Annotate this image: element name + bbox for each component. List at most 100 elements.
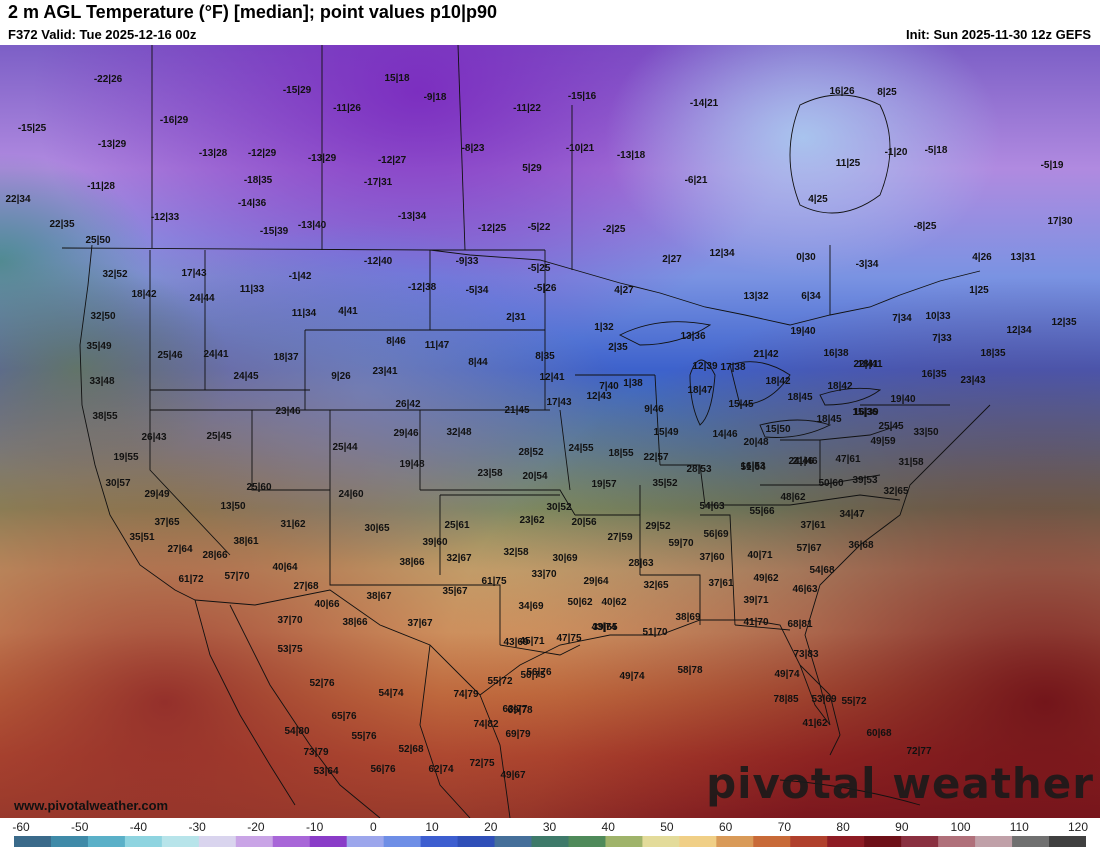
point-value-label: -9|33 — [456, 256, 479, 267]
point-value-label: 22|35 — [49, 219, 74, 230]
colorbar-swatch — [346, 836, 385, 847]
point-value-label: 21|46 — [792, 456, 817, 467]
point-value-label: 15|49 — [653, 427, 678, 438]
point-value-label: 12|35 — [1051, 317, 1076, 328]
point-value-label: 29|49 — [144, 489, 169, 500]
colorbar-swatch — [753, 836, 791, 847]
point-value-label: 32|65 — [883, 486, 908, 497]
point-value-label: 19|55 — [113, 452, 138, 463]
point-value-label: 12|34 — [709, 248, 734, 259]
point-value-label: 14|46 — [712, 429, 737, 440]
point-value-label: 32|65 — [643, 580, 668, 591]
point-value-label: 11|33 — [240, 284, 265, 295]
point-value-label: 32|52 — [102, 269, 127, 280]
point-value-label: 26|43 — [141, 432, 166, 443]
point-value-label: 43|74 — [591, 622, 616, 633]
point-value-label: -8|25 — [914, 221, 937, 232]
point-value-label: 18|37 — [273, 352, 298, 363]
colorbar-strip — [14, 836, 1086, 847]
point-value-label: 51|64 — [740, 462, 765, 473]
point-value-label: 34|69 — [518, 601, 543, 612]
colorbar-swatch — [605, 836, 644, 847]
point-value-label: 13|50 — [220, 501, 245, 512]
point-value-label: 1|25 — [969, 285, 989, 296]
point-value-label: 41|62 — [802, 718, 827, 729]
colorbar-swatch — [383, 836, 422, 847]
point-value-label: 61|75 — [481, 576, 506, 587]
point-value-label: 18|41 — [857, 359, 882, 370]
point-value-label: -5|25 — [528, 263, 551, 274]
point-value-label: 35|67 — [442, 586, 467, 597]
point-value-label: 72|75 — [469, 758, 494, 769]
point-value-label: 20|56 — [571, 517, 596, 528]
point-value-label: 11|34 — [292, 308, 317, 319]
point-value-label: 18|42 — [131, 289, 156, 300]
point-value-label: -9|18 — [424, 92, 447, 103]
point-value-label: -10|21 — [566, 143, 595, 154]
point-value-label: -13|28 — [199, 148, 228, 159]
point-value-label: 55|66 — [749, 506, 774, 517]
colorbar-swatch — [716, 836, 754, 847]
colorbar-swatch — [679, 836, 717, 847]
colorbar-swatch — [309, 836, 348, 847]
point-value-label: -11|28 — [87, 181, 115, 192]
colorbar-swatch — [420, 836, 459, 847]
point-value-label: 46|63 — [792, 584, 817, 595]
point-value-label: 16|26 — [829, 86, 854, 97]
point-value-label: 24|55 — [568, 443, 593, 454]
political-boundaries — [61, 45, 991, 818]
point-value-label: 13|36 — [680, 331, 705, 342]
point-value-label: 25|45 — [206, 431, 231, 442]
point-value-label: 15|50 — [765, 424, 790, 435]
point-value-label: 49|67 — [500, 770, 525, 781]
point-value-label: 25|45 — [878, 421, 903, 432]
point-value-label: 59|70 — [668, 538, 693, 549]
point-value-label: 11|25 — [836, 158, 861, 169]
colorbar-tick-label: 30 — [542, 820, 557, 834]
point-value-label: 49|62 — [753, 573, 778, 584]
point-value-label: 37|60 — [699, 552, 724, 563]
point-value-label: -5|22 — [528, 222, 551, 233]
point-value-label: 25|46 — [157, 350, 182, 361]
point-value-label: 57|70 — [224, 571, 249, 582]
point-value-label: 17|30 — [1047, 216, 1072, 227]
point-value-label: -5|19 — [1041, 160, 1064, 171]
point-value-label: -1|20 — [885, 147, 908, 158]
colorbar-swatch — [642, 836, 680, 847]
point-value-label: 36|68 — [848, 540, 873, 551]
point-value-label: -17|31 — [364, 177, 393, 188]
point-value-label: 56|76 — [526, 667, 551, 678]
point-value-label: 38|66 — [342, 617, 367, 628]
point-value-label: -13|29 — [308, 153, 337, 164]
point-value-label: 51|70 — [642, 627, 667, 638]
point-value-label: 8|44 — [468, 357, 488, 368]
point-value-label: 68|81 — [787, 619, 812, 630]
point-value-label: 24|45 — [233, 371, 258, 382]
point-value-label: -16|29 — [160, 115, 189, 126]
point-value-label: 17|43 — [546, 397, 571, 408]
colorbar-swatch — [50, 836, 89, 847]
colorbar-tick-label: 70 — [777, 820, 792, 834]
point-value-label: 19|57 — [591, 479, 616, 490]
point-value-label: 41|70 — [743, 617, 768, 628]
point-value-label: -12|25 — [478, 223, 507, 234]
point-value-label: 8|46 — [386, 336, 406, 347]
colorbar-tick-label: -60 — [12, 820, 30, 834]
point-value-label: 30|57 — [105, 478, 130, 489]
colorbar: -60 -50 -40 -30 -20 -10 0 10 20 30 40 50 60 70 80 90 100… — [0, 818, 1100, 850]
colorbar-tick-label: -30 — [188, 820, 206, 834]
point-value-label: -18|35 — [244, 175, 273, 186]
colorbar-swatch — [1049, 836, 1086, 847]
point-value-label: 35|51 — [129, 532, 154, 543]
valid-time: F372 Valid: Tue 2025-12-16 00z — [8, 27, 197, 42]
colorbar-swatch — [790, 836, 828, 847]
point-value-label: 55|72 — [487, 676, 512, 687]
point-value-label: -14|36 — [238, 198, 267, 209]
colorbar-swatch — [235, 836, 274, 847]
point-value-label: 38|55 — [92, 411, 117, 422]
point-value-label: 4|25 — [808, 194, 828, 205]
point-value-label: 4|27 — [614, 285, 634, 296]
point-value-label: -22|26 — [94, 74, 123, 85]
point-value-label: 24|41 — [203, 349, 228, 360]
point-value-label: 69|78 — [507, 705, 532, 716]
